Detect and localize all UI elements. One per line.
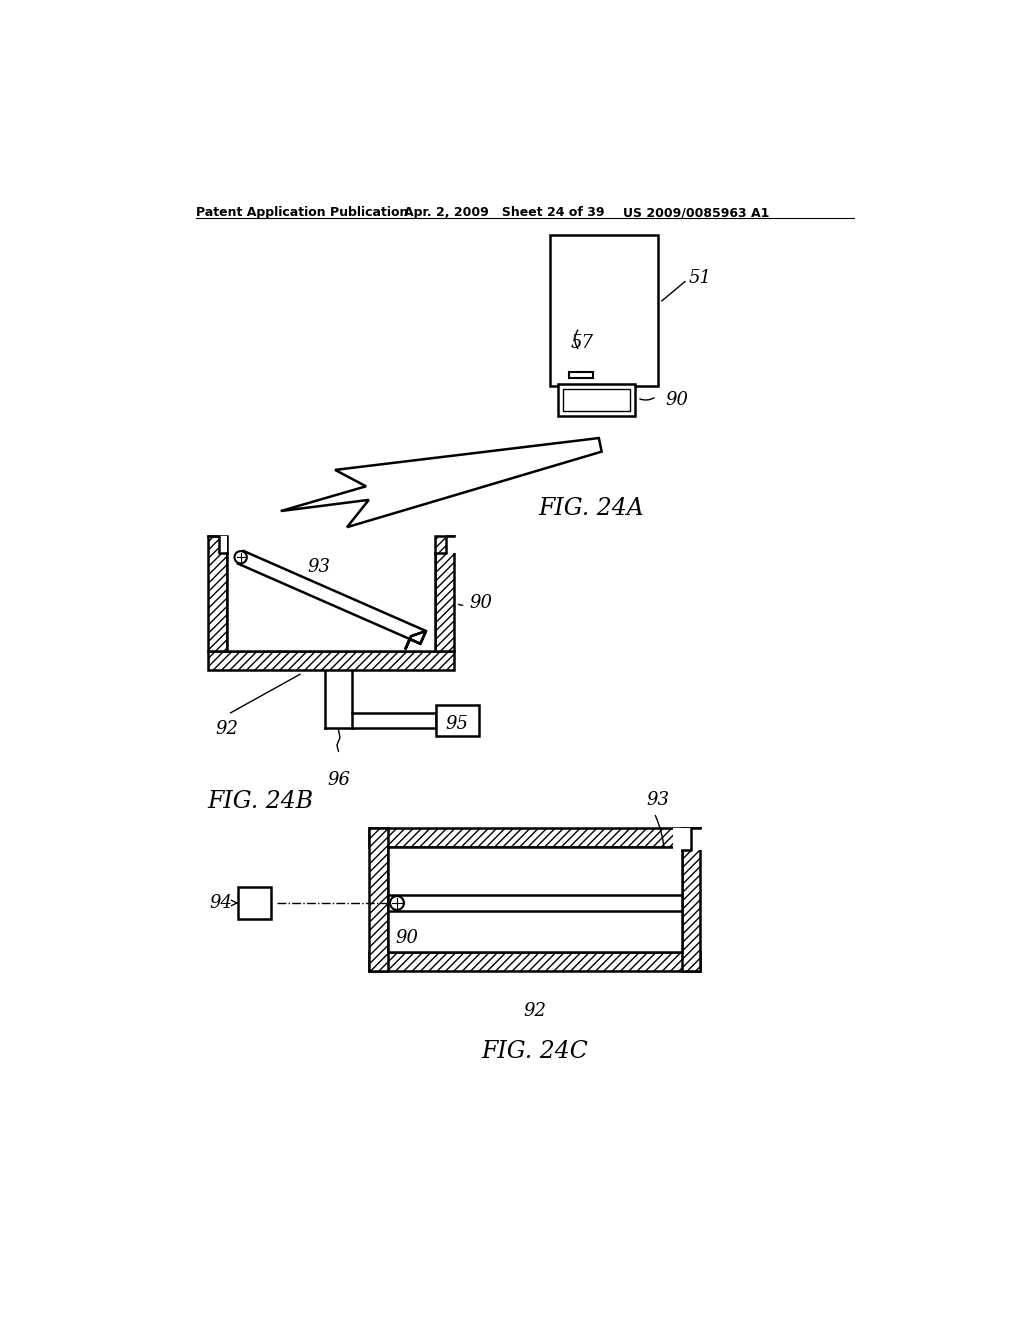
Text: 92: 92: [523, 1002, 547, 1019]
Bar: [388, 847, 682, 952]
Text: US 2009/0085963 A1: US 2009/0085963 A1: [624, 206, 770, 219]
Bar: [388, 895, 682, 911]
Text: 51: 51: [689, 269, 712, 286]
Polygon shape: [281, 438, 602, 527]
Text: FIG. 24C: FIG. 24C: [481, 1040, 588, 1063]
Bar: [370, 829, 388, 970]
Text: Apr. 2, 2009   Sheet 24 of 39: Apr. 2, 2009 Sheet 24 of 39: [403, 206, 604, 219]
Bar: [569, 372, 593, 378]
Bar: [673, 829, 705, 850]
Text: 92: 92: [215, 721, 239, 738]
Text: 90: 90: [469, 594, 493, 611]
Bar: [563, 389, 630, 411]
Text: 90: 90: [666, 391, 689, 409]
Bar: [550, 235, 658, 385]
Text: 95: 95: [445, 715, 469, 734]
Text: FIG. 24B: FIG. 24B: [208, 789, 313, 813]
Bar: [682, 829, 700, 970]
Text: FIG. 24A: FIG. 24A: [539, 498, 644, 520]
Text: 93: 93: [307, 557, 331, 576]
Circle shape: [390, 896, 403, 909]
Polygon shape: [238, 550, 426, 644]
Bar: [370, 952, 700, 970]
Bar: [436, 705, 478, 737]
Text: 90: 90: [395, 929, 419, 946]
Bar: [239, 887, 270, 919]
Text: 96: 96: [327, 771, 350, 788]
Bar: [446, 536, 458, 553]
Bar: [219, 536, 226, 553]
Bar: [558, 384, 635, 416]
Text: Patent Application Publication: Patent Application Publication: [196, 206, 409, 219]
Bar: [388, 847, 682, 952]
Text: 93: 93: [646, 791, 670, 809]
Bar: [226, 554, 435, 651]
Bar: [208, 651, 454, 671]
Text: 94: 94: [209, 894, 232, 912]
Bar: [370, 829, 700, 847]
Bar: [435, 536, 454, 651]
Polygon shape: [406, 631, 426, 649]
Circle shape: [234, 552, 247, 564]
Bar: [208, 536, 226, 651]
Text: 57: 57: [571, 334, 594, 352]
